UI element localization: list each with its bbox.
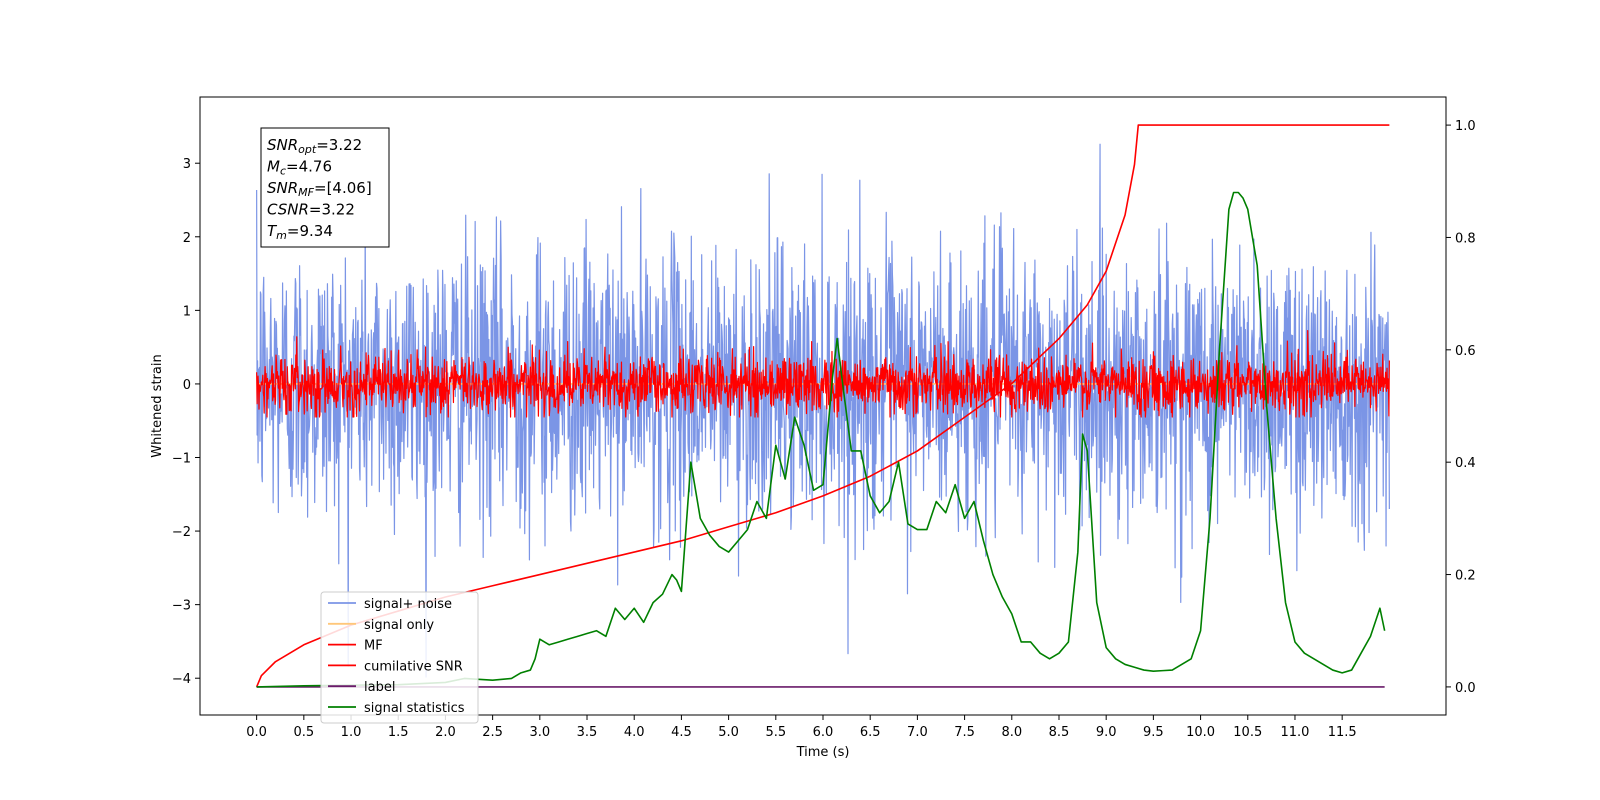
y-tick-label: 1 <box>183 304 191 319</box>
y2-tick-label: 1.0 <box>1455 119 1476 134</box>
x-tick-label: 0.0 <box>246 725 267 740</box>
annotation-line: SNRMF=[4.06] <box>267 179 372 199</box>
y-tick-label: 0 <box>183 378 191 393</box>
y-axis-left: 3 2 1 0 −1 −2 −3 −4 <box>172 157 200 687</box>
y-axis-title: Whitened strain <box>150 354 165 457</box>
x-tick-label: 9.5 <box>1143 725 1164 740</box>
annotation-line: CSNR=3.22 <box>267 201 355 219</box>
x-tick-label: 8.0 <box>1001 725 1022 740</box>
x-tick-label: 7.0 <box>907 725 928 740</box>
y2-tick-label: 0.2 <box>1455 569 1476 584</box>
y2-tick-label: 0.4 <box>1455 456 1476 471</box>
y-tick-label: −4 <box>172 672 191 687</box>
x-tick-label: 0.5 <box>293 725 314 740</box>
x-tick-label: 4.5 <box>671 725 692 740</box>
y2-tick-label: 0.6 <box>1455 344 1476 359</box>
x-tick-label: 6.0 <box>813 725 834 740</box>
x-axis: 0.0 0.5 1.0 1.5 2.0 2.5 3.0 3.5 4.0 4.5 5.0 5.5 6.0 6… <box>246 715 1357 740</box>
x-tick-label: 10.5 <box>1233 725 1262 740</box>
annotation-line: SNRopt=3.22 <box>267 136 362 156</box>
y-tick-label: 3 <box>183 157 191 172</box>
legend-label: signal only <box>364 618 434 633</box>
x-tick-label: 10.0 <box>1186 725 1215 740</box>
y-tick-label: −1 <box>172 452 191 467</box>
x-tick-label: 5.0 <box>718 725 739 740</box>
x-tick-label: 5.5 <box>765 725 786 740</box>
x-tick-label: 3.0 <box>529 725 550 740</box>
y-axis-right: 1.0 0.8 0.6 0.4 0.2 0.0 <box>1446 119 1476 696</box>
x-tick-label: 11.0 <box>1280 725 1309 740</box>
x-axis-title: Time (s) <box>796 745 850 760</box>
legend-label: MF <box>364 639 383 654</box>
series-mf <box>256 330 1390 418</box>
y2-tick-label: 0.0 <box>1455 681 1476 696</box>
x-tick-label: 2.0 <box>435 725 456 740</box>
x-tick-label: 8.5 <box>1049 725 1070 740</box>
y2-tick-label: 0.8 <box>1455 231 1476 246</box>
x-tick-label: 9.0 <box>1096 725 1117 740</box>
x-tick-label: 3.5 <box>577 725 598 740</box>
annotation-line: Tm=9.34 <box>267 222 333 242</box>
series-signal-noise <box>256 143 1390 678</box>
x-tick-label: 2.5 <box>482 725 503 740</box>
x-tick-label: 11.5 <box>1328 725 1357 740</box>
y-tick-label: −2 <box>172 525 191 540</box>
y-tick-label: 2 <box>183 231 191 246</box>
legend-label: label <box>364 680 395 695</box>
y-tick-label: −3 <box>172 599 191 614</box>
x-tick-label: 7.5 <box>954 725 975 740</box>
legend-label: signal+ noise <box>364 597 452 612</box>
legend-label: signal statistics <box>364 701 465 716</box>
x-tick-label: 4.0 <box>624 725 645 740</box>
x-tick-label: 6.5 <box>860 725 881 740</box>
legend: signal+ noise signal only MF cumilative SNR… <box>320 591 479 724</box>
series-signal-statistics <box>256 191 1386 688</box>
annotation-frame <box>260 127 390 248</box>
x-tick-label: 1.0 <box>341 725 362 740</box>
legend-label: cumilative SNR <box>364 659 463 674</box>
legend-frame <box>320 591 479 724</box>
annotation-line: Mc=4.76 <box>267 158 332 178</box>
x-tick-label: 1.5 <box>388 725 409 740</box>
